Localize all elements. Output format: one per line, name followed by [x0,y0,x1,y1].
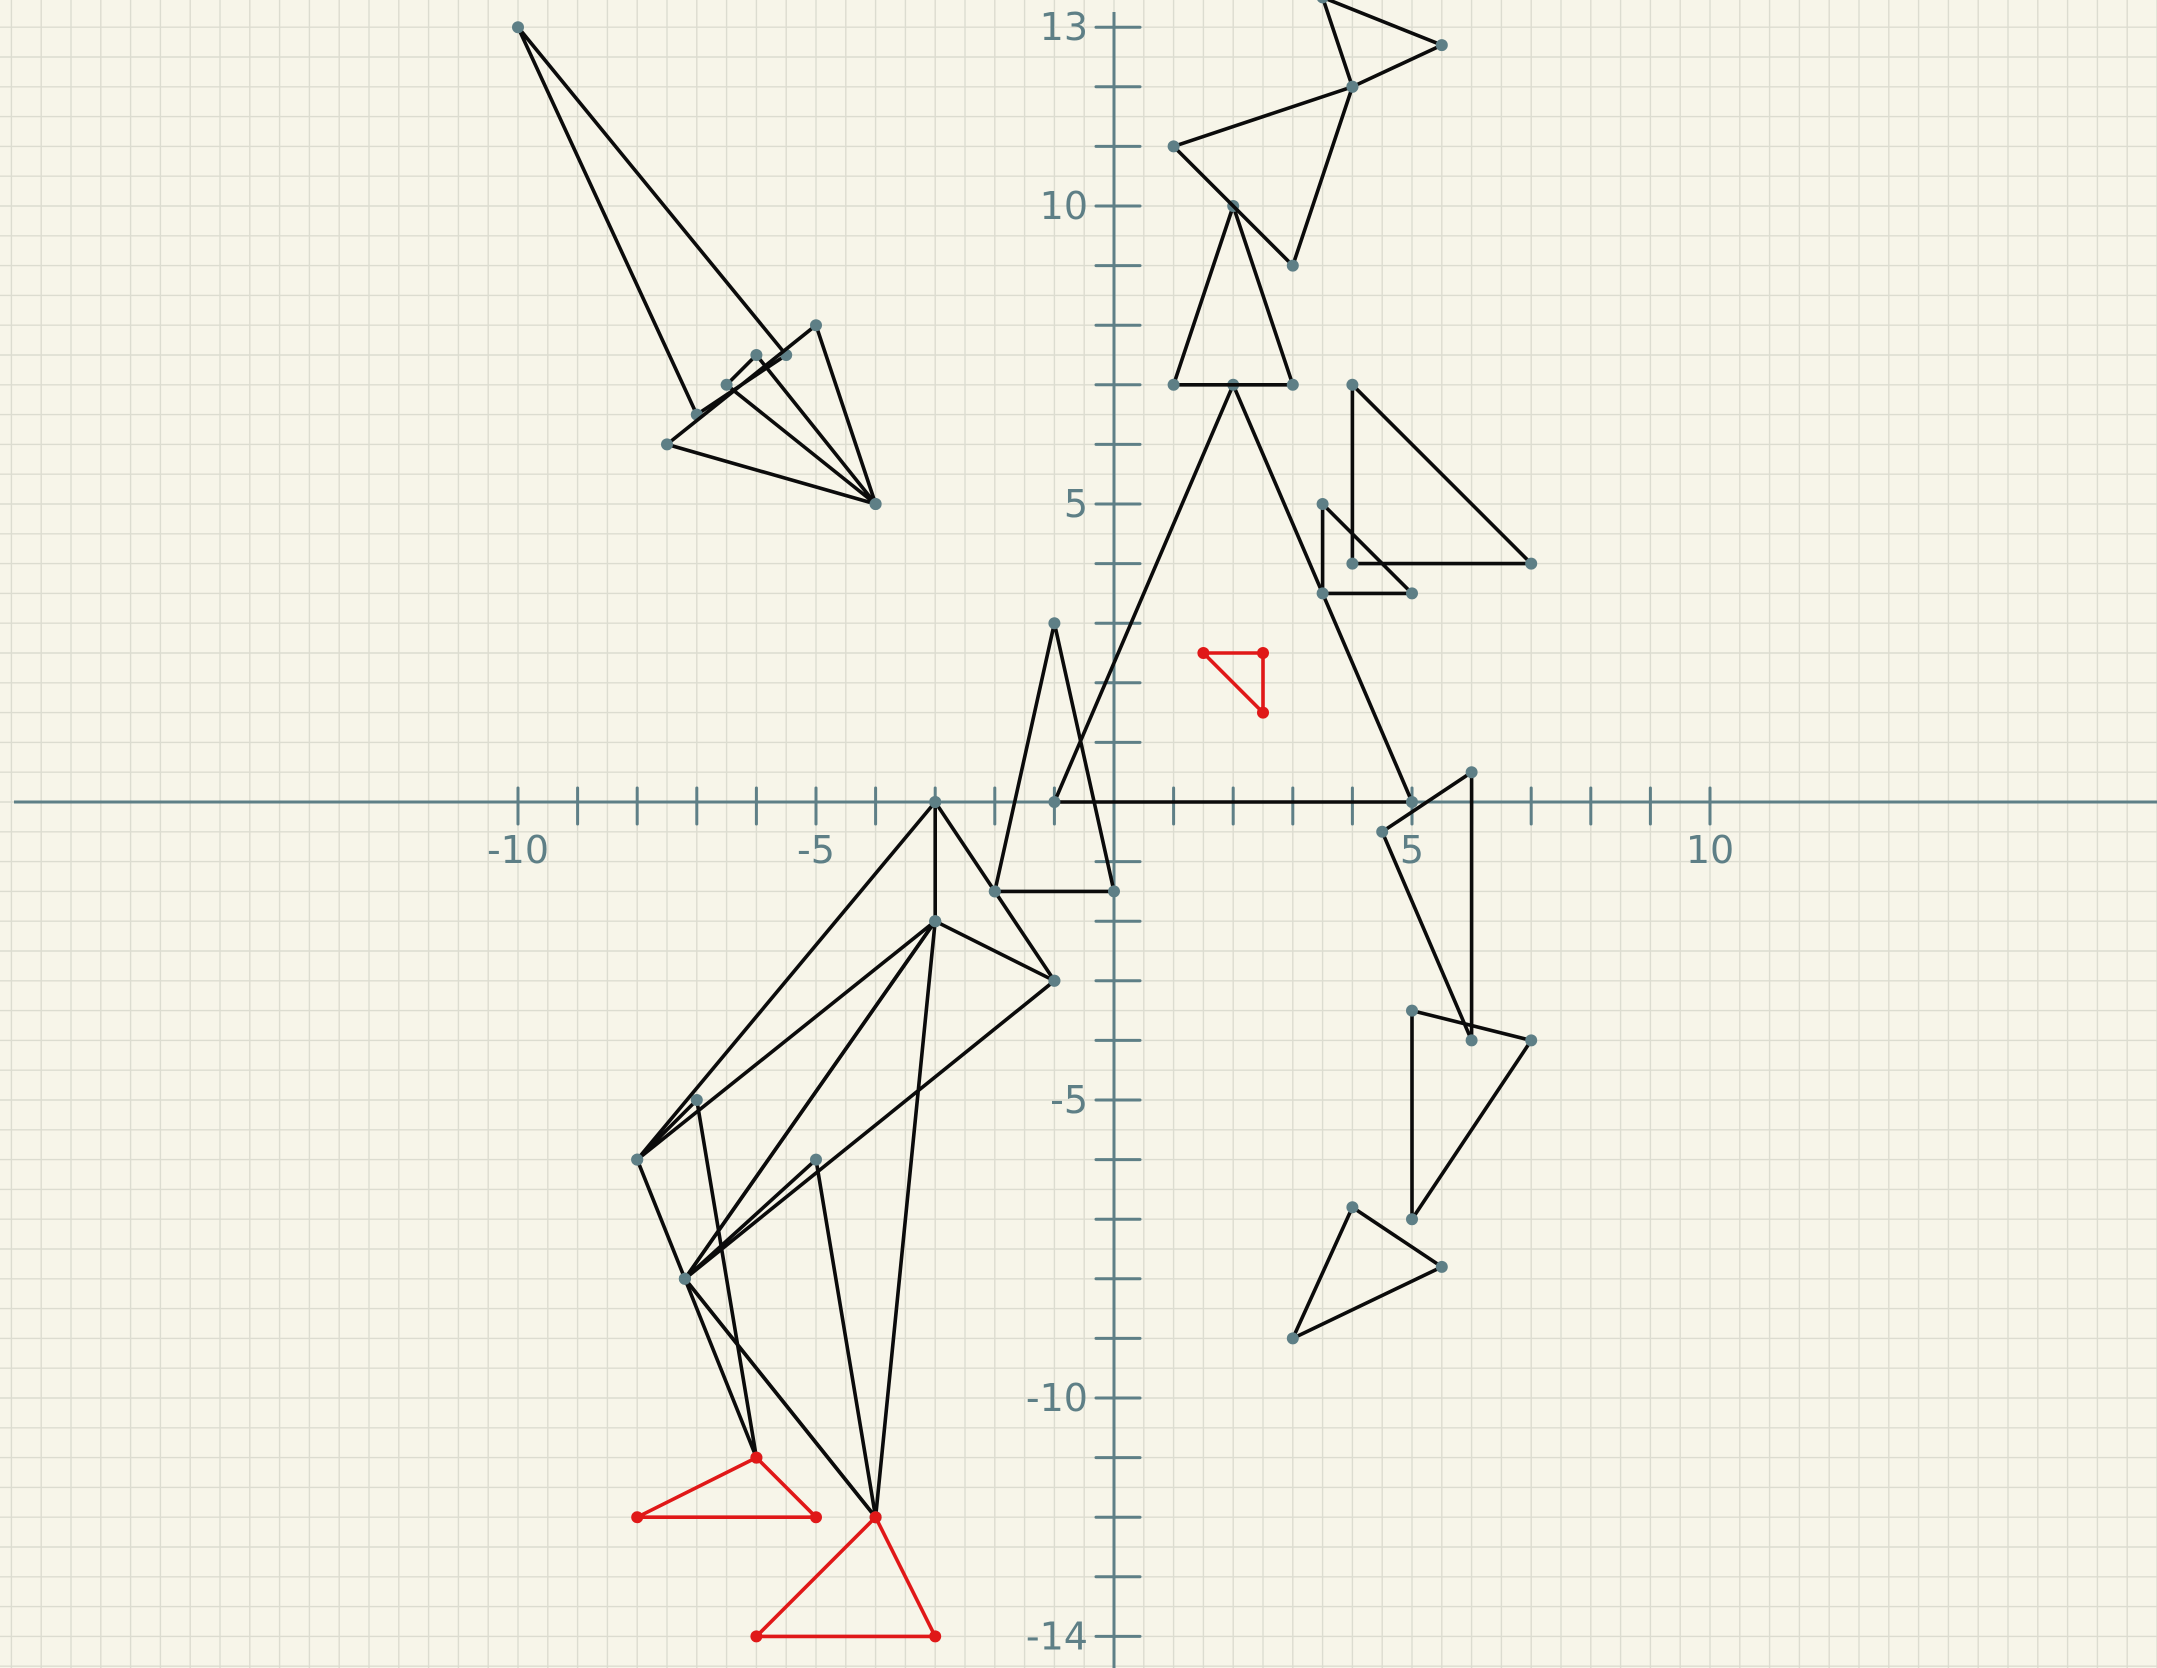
y-axis-tick-labels: 13 10 5 -5 -10 -14 [1026,5,1088,1658]
top-triangle-b [1167,80,1359,272]
triangle-outline [1350,382,1533,566]
x-tick-label: 10 [1686,828,1734,872]
triangle-outline [754,1515,938,1639]
vertex-point [1346,378,1359,391]
vertex-point [1286,378,1299,391]
y-tick-label: 13 [1040,5,1088,49]
vertex-point [1316,498,1329,510]
triangle-outline [1201,651,1265,715]
y-tick-label: -14 [1026,1614,1088,1658]
vertex-point [1525,1034,1538,1047]
y-tick-label: -10 [1026,1376,1088,1420]
x-tick-label: 5 [1400,828,1424,872]
vertex-point [1346,80,1359,93]
red-bottom-triangle-a [631,1451,822,1524]
lower-right-triangle [1406,1004,1538,1226]
triangle-outline [1320,502,1414,596]
triangle-outline [1291,1205,1444,1341]
vertex-point [1406,587,1418,600]
vertex-point [1406,1213,1418,1226]
vertex-point [1346,557,1359,570]
red-bottom-triangle-b [750,1511,942,1643]
vertex-point [678,1272,691,1285]
vertex-point [1257,706,1269,719]
vertex-point [1465,766,1478,779]
triangle-outline [1321,0,1444,89]
x-tick-label: -5 [797,828,835,872]
vertex-point [1286,259,1299,272]
vertex-point [1435,39,1448,52]
vertex-point [750,1451,763,1464]
triangles [512,0,1538,1643]
y-axis-ticks [1094,25,1142,1638]
red-small-triangle [1197,647,1269,719]
y-tick-label: -5 [1050,1078,1088,1122]
vertex-point [1317,0,1329,4]
y-tick-label: 10 [1040,184,1088,228]
vertex-point [810,1511,822,1524]
vertex-point [810,1153,822,1166]
vertex-point [1197,647,1210,659]
triangle-outline [1380,770,1474,1043]
vertex-point [1286,1332,1299,1345]
vertex-point [1167,140,1180,153]
vertex-point [869,498,882,510]
triangle-outline [635,800,938,1162]
triangle-outline [1171,85,1355,268]
vertex-point [1048,796,1061,808]
small-triangle-at-2-10 [1167,200,1299,391]
vertex-point [929,1630,942,1643]
vertex-point [1406,796,1418,808]
vertex-point [1108,885,1120,898]
vertex-point [512,21,524,34]
vertex-point [720,378,733,391]
vertex-point [1048,974,1061,987]
upper-left-small-triangle [661,319,882,510]
vertex-point [988,885,1001,898]
vertex-point [929,796,942,808]
triangle-outline [1410,1008,1533,1221]
vertex-point [690,1094,703,1106]
right-triangle-upper-right [1346,378,1538,570]
triangle-outline [665,323,878,506]
vertex-point [631,1511,644,1524]
triangle-outline [1171,204,1295,387]
vertex-point [1435,1260,1448,1273]
small-triangle-left-center [720,349,882,510]
triangle-outline [635,1455,818,1519]
vertex-point [1465,1034,1478,1047]
small-right-triangle [1316,498,1418,600]
triangle-outline [992,621,1116,894]
triangle-outline [683,1157,878,1519]
vertex-point [1376,825,1389,838]
vertex-point [929,915,942,928]
vertex-point [1257,647,1269,659]
vertex-point [1346,1201,1359,1214]
triangle-outline [724,353,878,506]
vertex-point [810,319,822,332]
vertex-point [750,1630,763,1643]
lower-left-triangle-f [929,796,1061,987]
lower-right-small-triangle [1286,1201,1448,1345]
x-axis-tick-labels: -10 -5 5 10 [487,828,1734,872]
lower-right-thin-triangle [1376,766,1478,1047]
triangle-outline [635,1098,759,1460]
vertex-point [869,1511,882,1524]
vertex-point [631,1153,644,1166]
vertex-point [1525,557,1538,570]
vertex-point [1048,617,1061,630]
vertex-point [1316,587,1329,600]
vertex-point [661,438,673,451]
vertex-point [1406,1004,1418,1017]
vertex-point [1167,378,1180,391]
vertex-point [750,349,763,361]
x-tick-label: -10 [487,828,549,872]
y-tick-label: 5 [1064,482,1088,526]
